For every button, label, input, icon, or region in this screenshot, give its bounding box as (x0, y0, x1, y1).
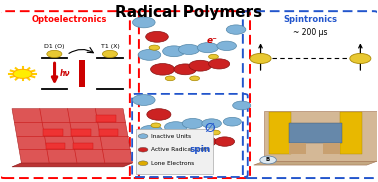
Circle shape (149, 45, 160, 50)
Text: Radical Polymers: Radical Polymers (115, 5, 263, 20)
Circle shape (164, 122, 187, 132)
Text: B: B (266, 157, 270, 163)
FancyBboxPatch shape (323, 143, 340, 154)
Polygon shape (71, 129, 90, 136)
Circle shape (147, 109, 171, 120)
Circle shape (182, 118, 203, 128)
Text: D1 (O): D1 (O) (44, 44, 65, 50)
Circle shape (223, 117, 241, 126)
Polygon shape (96, 115, 116, 122)
Circle shape (350, 54, 371, 64)
Circle shape (178, 140, 200, 151)
Polygon shape (99, 129, 118, 136)
FancyBboxPatch shape (340, 112, 362, 154)
Circle shape (165, 76, 175, 81)
FancyBboxPatch shape (289, 143, 306, 154)
Circle shape (138, 134, 148, 139)
Circle shape (150, 64, 175, 75)
Text: spin: spin (190, 145, 211, 154)
Circle shape (163, 46, 185, 57)
Text: Inactive Units: Inactive Units (150, 134, 191, 139)
Polygon shape (43, 129, 63, 136)
Circle shape (167, 152, 177, 157)
Circle shape (215, 137, 235, 146)
Circle shape (250, 54, 271, 64)
FancyBboxPatch shape (79, 60, 85, 87)
Text: ~ 200 μs: ~ 200 μs (293, 28, 328, 37)
Polygon shape (254, 161, 377, 165)
Circle shape (138, 147, 148, 152)
Circle shape (190, 76, 200, 81)
Polygon shape (73, 143, 93, 149)
Text: ∅: ∅ (204, 122, 215, 134)
Text: Active Radical Units: Active Radical Units (150, 147, 209, 152)
Polygon shape (264, 110, 377, 161)
Circle shape (233, 101, 251, 110)
Circle shape (260, 156, 276, 164)
Circle shape (133, 17, 155, 28)
Circle shape (226, 25, 246, 34)
Polygon shape (12, 109, 133, 163)
Circle shape (178, 44, 200, 55)
Circle shape (195, 136, 217, 147)
Circle shape (189, 60, 212, 71)
Text: Spintronics: Spintronics (284, 15, 338, 24)
Circle shape (102, 50, 118, 58)
Circle shape (47, 50, 62, 58)
Circle shape (209, 54, 218, 59)
Circle shape (217, 41, 237, 51)
FancyBboxPatch shape (269, 112, 291, 154)
FancyBboxPatch shape (289, 123, 342, 143)
Text: hν: hν (60, 69, 71, 78)
Text: Optoelectronics: Optoelectronics (32, 15, 107, 24)
Polygon shape (46, 143, 65, 149)
Circle shape (197, 43, 218, 53)
Circle shape (151, 123, 161, 128)
Circle shape (140, 125, 163, 136)
Circle shape (192, 152, 201, 157)
Circle shape (202, 119, 222, 128)
Circle shape (146, 31, 168, 42)
Circle shape (133, 95, 155, 105)
Circle shape (209, 59, 230, 69)
Circle shape (138, 50, 161, 60)
Circle shape (13, 69, 32, 78)
Text: Lone Electrons: Lone Electrons (150, 161, 194, 166)
Text: e⁻: e⁻ (207, 36, 218, 45)
Circle shape (155, 140, 178, 151)
Text: T1 (X): T1 (X) (101, 44, 119, 50)
FancyBboxPatch shape (136, 129, 214, 174)
Polygon shape (12, 163, 133, 167)
Circle shape (138, 161, 148, 166)
Circle shape (174, 64, 197, 75)
Circle shape (211, 130, 220, 135)
